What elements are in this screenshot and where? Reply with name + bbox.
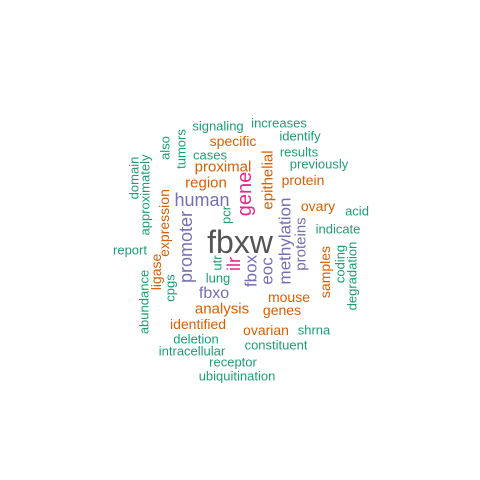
word-report: report — [113, 242, 147, 258]
word-pcr: pcr — [218, 205, 234, 225]
word-acid: acid — [345, 203, 369, 219]
word-identify: identify — [279, 128, 321, 144]
word-eoc: eoc — [257, 257, 277, 285]
word-fbxw: fbxw — [207, 224, 273, 260]
word-expression: expression — [156, 189, 172, 257]
word-human: human — [174, 190, 230, 210]
word-proximal: proximal — [194, 158, 252, 176]
word-ovary: ovary — [300, 198, 336, 214]
word-lung: lung — [205, 270, 231, 286]
word-ovarian: ovarian — [243, 322, 289, 338]
word-ilr: ilr — [224, 257, 244, 271]
word-mouse: mouse — [267, 289, 311, 305]
word-intracellular: intracellular — [158, 343, 226, 359]
word-epithelial: epithelial — [259, 150, 277, 210]
word-analysis: analysis — [194, 300, 250, 318]
word-signaling: signaling — [192, 118, 244, 134]
word-constituent: constituent — [244, 337, 308, 353]
word-increases: increases — [251, 115, 307, 131]
word-receptor: receptor — [209, 354, 257, 370]
word-degradation: degradation — [344, 241, 360, 311]
word-specific: specific — [209, 133, 257, 149]
word-methylation: methylation — [275, 197, 295, 285]
word-promoter: promoter — [176, 210, 196, 284]
word-cases: cases — [193, 147, 227, 163]
word-results: results — [279, 144, 319, 160]
word-region: region — [185, 174, 227, 192]
word-approximately: approximately — [137, 154, 153, 236]
word-utr: utr — [209, 255, 225, 271]
word-identified: identified — [169, 316, 227, 332]
word-samples: samples — [317, 245, 333, 299]
word-shrna: shrna — [297, 322, 331, 338]
word-protein: protein — [281, 172, 325, 188]
word-previously: previously — [289, 156, 349, 172]
word-proteins: proteins — [292, 217, 310, 271]
word-abundance: abundance — [136, 269, 152, 335]
word-cpgs: cpgs — [162, 274, 178, 302]
word-deletion: deletion — [173, 331, 219, 347]
word-tumors: tumors — [173, 129, 189, 169]
word-ubiquitination: ubiquitination — [198, 368, 276, 384]
word-also: also — [157, 136, 173, 160]
word-fbxo: fbxo — [198, 285, 230, 302]
word-indicate: indicate — [315, 221, 361, 237]
word-gene: gene — [234, 171, 256, 217]
word-genes: genes — [262, 302, 302, 318]
